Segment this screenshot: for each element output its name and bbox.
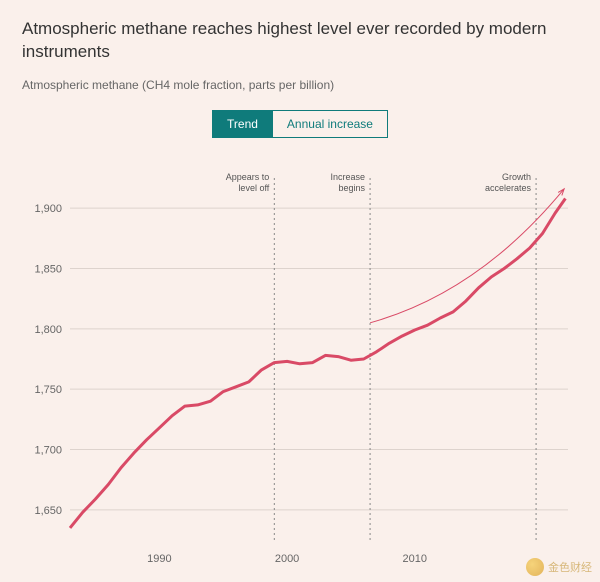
tab-trend[interactable]: Trend bbox=[212, 110, 273, 138]
svg-text:accelerates: accelerates bbox=[485, 183, 532, 193]
chart-plot: 1,650 1,700 1,750 1,800 1,850 1,900 1990 2000 20… bbox=[22, 150, 578, 570]
svg-text:1990: 1990 bbox=[147, 553, 171, 565]
svg-text:1,850: 1,850 bbox=[34, 263, 62, 275]
watermark-logo-icon bbox=[526, 558, 544, 576]
watermark-text: 金色财经 bbox=[548, 559, 592, 575]
chart-title: Atmospheric methane reaches highest leve… bbox=[22, 18, 578, 64]
svg-text:Growth: Growth bbox=[502, 172, 531, 182]
svg-text:1,900: 1,900 bbox=[34, 203, 62, 215]
svg-text:level off: level off bbox=[238, 183, 269, 193]
chart-container: Atmospheric methane reaches highest leve… bbox=[0, 0, 600, 582]
svg-text:2000: 2000 bbox=[275, 553, 299, 565]
svg-text:begins: begins bbox=[339, 183, 366, 193]
tab-annual-increase[interactable]: Annual increase bbox=[273, 110, 388, 138]
svg-text:1,800: 1,800 bbox=[34, 324, 62, 336]
svg-text:1,650: 1,650 bbox=[34, 505, 62, 517]
chart-svg: 1,650 1,700 1,750 1,800 1,850 1,900 1990 2000 20… bbox=[22, 150, 578, 570]
watermark: 金色财经 bbox=[526, 558, 592, 576]
tab-group: Trend Annual increase bbox=[22, 110, 578, 138]
svg-text:Appears to: Appears to bbox=[226, 172, 270, 182]
svg-text:1,750: 1,750 bbox=[34, 384, 62, 396]
svg-text:Increase: Increase bbox=[331, 172, 366, 182]
svg-text:2010: 2010 bbox=[403, 553, 427, 565]
svg-text:1,700: 1,700 bbox=[34, 444, 62, 456]
chart-subtitle: Atmospheric methane (CH4 mole fraction, … bbox=[22, 78, 578, 92]
